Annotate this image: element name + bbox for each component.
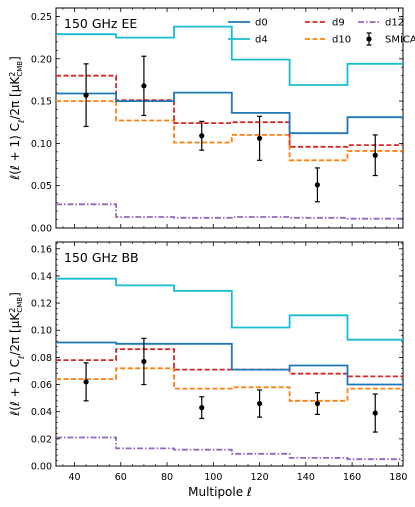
x-tick-label: 120 [251, 472, 269, 483]
legend-d12-label: d12 [385, 18, 404, 29]
series-d9-line [56, 348, 403, 378]
y-label-part: /2π [μK [8, 76, 22, 120]
y-tick-label: 0.00 [31, 462, 52, 473]
series-d10-line [56, 367, 403, 402]
y-label-part: ℓ(ℓ + 1) C [8, 123, 22, 181]
y-tick-label: 0.12 [31, 299, 52, 310]
y-label-sub: ℓ [17, 120, 26, 124]
y-label-part: ℓ(ℓ + 1) C [8, 359, 22, 417]
y-label-part: /2π [μK [8, 312, 22, 356]
series-d10-line [56, 100, 403, 162]
legend-smica-marker [366, 36, 372, 42]
panel-title: 150 GHz BB [64, 250, 139, 265]
smica-point [314, 400, 321, 407]
y-label-sub: ℓ [17, 356, 26, 360]
y-label-sub: CMB [16, 61, 24, 77]
smica-point [199, 133, 205, 139]
x-tick-label: 180 [389, 472, 407, 483]
panel-bb: 40 60 80 100 120 140 160 180 0.00 0.02 0.04 0.06 0.0… [8, 241, 407, 483]
smica-point [83, 92, 89, 98]
y-tick-label: 0.08 [31, 353, 52, 364]
y-tick-label: 0.04 [31, 407, 52, 418]
series-d12-line [56, 436, 403, 461]
y-label-sup: 2 [8, 308, 17, 313]
y-label-part: ] [8, 56, 22, 61]
panel-ee: 0.00 0.05 0.10 0.15 0.20 0.25 150 GHz EE ℓ(ℓ + … [8, 7, 415, 235]
x-tick-label: 140 [297, 472, 315, 483]
series-d9-line [56, 74, 403, 148]
panel-title: 150 GHz EE [64, 16, 137, 31]
legend-d4-label: d4 [255, 35, 268, 46]
y-axis-label: ℓ(ℓ + 1) Cℓ/2π [μK2CMB] [8, 292, 26, 417]
y-label-sup: 2 [8, 72, 17, 77]
smica-point [314, 182, 321, 188]
legend-d10-label: d10 [332, 35, 351, 46]
legend-SMICA-label: SMICA [385, 35, 415, 46]
x-tick-label: 100 [204, 472, 222, 483]
y-tick-label: 0.02 [31, 434, 52, 445]
legend-d9-label: d9 [332, 18, 345, 29]
x-axis-label: Multipole ℓ [188, 485, 252, 499]
smica-point [372, 152, 378, 158]
series-d4-line [56, 277, 403, 341]
plot-area [56, 25, 403, 220]
series-d12-line [56, 203, 403, 220]
y-axis-label: ℓ(ℓ + 1) Cℓ/2π [μK2CMB] [8, 56, 26, 181]
plot-frame [55, 241, 404, 467]
series-d0-line [56, 341, 403, 386]
series-d0-line [56, 91, 403, 135]
y-label-part: ] [8, 292, 22, 297]
y-tick-label: 0.05 [31, 181, 52, 192]
y-label-sub: CMB [16, 297, 24, 313]
y-tick-label: 0.20 [31, 54, 52, 65]
x-tick-label: 80 [161, 472, 173, 483]
smica-point [141, 83, 147, 89]
smica-point [256, 400, 263, 407]
x-tick-label: 40 [68, 472, 80, 483]
x-tick-label: 160 [343, 472, 361, 483]
y-tick-label: 0.00 [31, 224, 52, 235]
y-tick-label: 0.15 [31, 97, 52, 108]
x-tick-label: 60 [115, 472, 127, 483]
smica-point [199, 405, 205, 411]
legend-d0-label: d0 [255, 18, 268, 29]
smica-point [256, 135, 263, 141]
smica-point [141, 358, 147, 365]
series-d4-line [56, 25, 403, 86]
y-tick-label: 0.10 [31, 326, 52, 337]
legend: d0 d9 d12 d4 d10 SMICA [228, 18, 415, 46]
plot-area [56, 277, 403, 461]
y-tick-label: 0.25 [31, 12, 52, 23]
y-tick-label: 0.06 [31, 380, 52, 391]
y-tick-label: 0.14 [31, 271, 52, 282]
smica-point [372, 410, 378, 416]
smica-point [83, 379, 89, 385]
y-tick-label: 0.16 [31, 244, 52, 255]
y-tick-label: 0.10 [31, 139, 52, 150]
